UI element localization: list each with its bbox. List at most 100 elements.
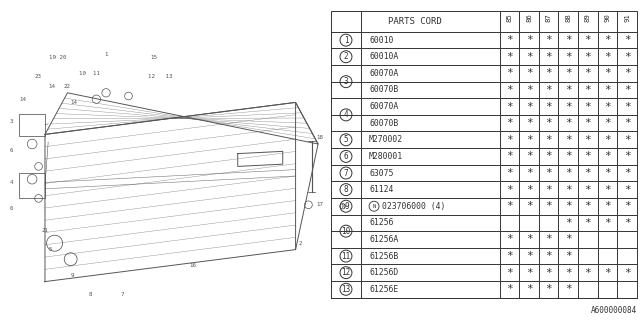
Text: *: * <box>565 118 572 128</box>
Text: *: * <box>604 135 611 145</box>
Text: *: * <box>525 201 532 211</box>
Text: *: * <box>506 85 513 95</box>
Text: 6: 6 <box>10 148 13 153</box>
Text: *: * <box>623 151 630 161</box>
Text: *: * <box>525 235 532 244</box>
Text: 3: 3 <box>344 77 348 86</box>
Text: 6: 6 <box>344 152 348 161</box>
Text: *: * <box>623 135 630 145</box>
Text: *: * <box>623 185 630 195</box>
Text: 90: 90 <box>604 13 611 22</box>
Text: 60010A: 60010A <box>369 52 398 61</box>
Text: 16: 16 <box>189 263 196 268</box>
Text: *: * <box>565 85 572 95</box>
Text: M270002: M270002 <box>369 135 403 144</box>
Text: *: * <box>545 118 552 128</box>
Text: *: * <box>525 52 532 62</box>
Text: 5: 5 <box>48 247 52 252</box>
Text: *: * <box>565 151 572 161</box>
Text: *: * <box>604 52 611 62</box>
Text: 5: 5 <box>344 135 348 144</box>
Text: 7: 7 <box>344 169 348 178</box>
Text: *: * <box>623 118 630 128</box>
Text: *: * <box>506 185 513 195</box>
Text: *: * <box>525 185 532 195</box>
Bar <box>19 114 45 136</box>
Text: 61124: 61124 <box>369 185 394 194</box>
Text: 61256A: 61256A <box>369 235 398 244</box>
Text: *: * <box>565 251 572 261</box>
Text: *: * <box>545 268 552 278</box>
Text: 17: 17 <box>316 202 323 207</box>
Text: *: * <box>545 68 552 78</box>
Text: 21: 21 <box>42 228 49 233</box>
Bar <box>331 11 637 298</box>
Text: 23: 23 <box>35 74 42 79</box>
Text: N: N <box>341 204 344 209</box>
Text: *: * <box>565 52 572 62</box>
Text: 15: 15 <box>150 55 157 60</box>
Text: *: * <box>565 68 572 78</box>
Text: 60070A: 60070A <box>369 102 398 111</box>
Text: 14: 14 <box>70 100 77 105</box>
Text: 10: 10 <box>341 227 351 236</box>
Text: *: * <box>506 251 513 261</box>
Text: 4: 4 <box>344 110 348 119</box>
Text: *: * <box>565 168 572 178</box>
Text: M280001: M280001 <box>369 152 403 161</box>
Text: 11: 11 <box>341 252 351 260</box>
Text: *: * <box>623 201 630 211</box>
Text: 88: 88 <box>565 13 572 22</box>
Text: *: * <box>525 251 532 261</box>
Text: *: * <box>545 251 552 261</box>
Text: 60070B: 60070B <box>369 85 398 94</box>
Text: *: * <box>604 201 611 211</box>
Text: 61256B: 61256B <box>369 252 398 260</box>
Text: *: * <box>545 151 552 161</box>
Text: 18: 18 <box>316 135 323 140</box>
Text: 9: 9 <box>344 202 349 211</box>
Text: *: * <box>506 268 513 278</box>
Text: *: * <box>545 135 552 145</box>
Text: *: * <box>506 35 513 45</box>
Text: *: * <box>506 52 513 62</box>
Text: 19 20: 19 20 <box>49 55 67 60</box>
Text: *: * <box>623 268 630 278</box>
Text: *: * <box>525 101 532 112</box>
Text: 2: 2 <box>299 241 302 246</box>
Text: 60010: 60010 <box>369 36 394 44</box>
Text: *: * <box>604 168 611 178</box>
Text: *: * <box>506 235 513 244</box>
Text: 22: 22 <box>64 84 71 89</box>
Text: *: * <box>525 168 532 178</box>
Text: *: * <box>584 52 591 62</box>
Text: 14: 14 <box>19 97 26 102</box>
Text: 9: 9 <box>70 273 74 278</box>
Text: *: * <box>565 284 572 294</box>
Text: *: * <box>584 185 591 195</box>
Text: PARTS CORD: PARTS CORD <box>388 17 442 26</box>
Text: 61256D: 61256D <box>369 268 398 277</box>
Text: *: * <box>584 68 591 78</box>
Text: *: * <box>623 52 630 62</box>
Text: 4: 4 <box>10 180 13 185</box>
Text: *: * <box>506 151 513 161</box>
Text: *: * <box>604 151 611 161</box>
Text: *: * <box>604 218 611 228</box>
Text: *: * <box>545 35 552 45</box>
Text: 91: 91 <box>624 13 630 22</box>
Text: *: * <box>584 101 591 112</box>
Text: *: * <box>584 151 591 161</box>
Text: *: * <box>545 85 552 95</box>
Text: *: * <box>584 218 591 228</box>
Text: *: * <box>604 185 611 195</box>
Text: *: * <box>525 35 532 45</box>
Text: *: * <box>525 284 532 294</box>
Text: *: * <box>545 52 552 62</box>
Text: *: * <box>584 168 591 178</box>
Text: 60070A: 60070A <box>369 69 398 78</box>
Text: *: * <box>565 201 572 211</box>
Text: *: * <box>525 268 532 278</box>
Text: 12: 12 <box>341 268 351 277</box>
Text: 10  11: 10 11 <box>79 71 100 76</box>
